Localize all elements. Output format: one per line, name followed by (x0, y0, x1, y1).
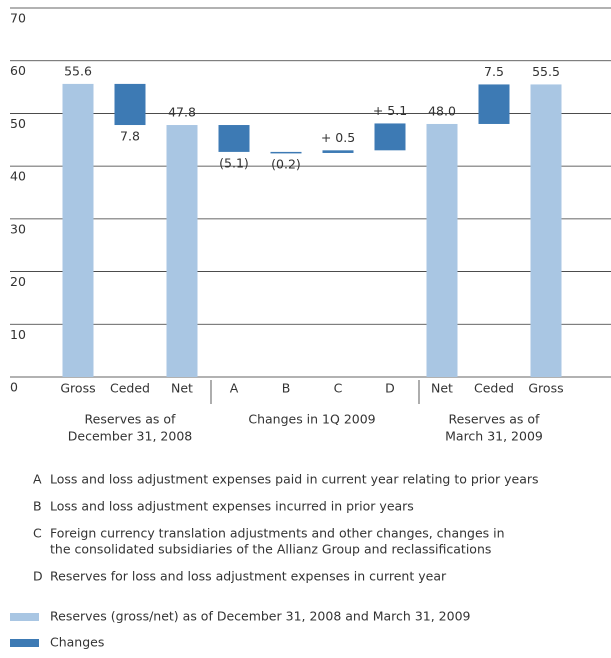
x-tick-label: A (230, 381, 239, 396)
note-text: Loss and loss adjustment expenses paid i… (50, 472, 539, 487)
x-tick-label: Gross (60, 381, 95, 396)
x-tick-label: Ceded (474, 381, 514, 396)
value-label: 55.5 (532, 64, 560, 79)
value-label: 7.5 (484, 64, 504, 79)
value-label: 47.8 (168, 105, 196, 120)
y-tick-label: 0 (10, 380, 18, 395)
value-label: + 5.1 (373, 103, 407, 118)
group-label: December 31, 2008 (68, 429, 193, 444)
x-tick-label: Ceded (110, 381, 150, 396)
note-text: the consolidated subsidiaries of the All… (50, 542, 491, 557)
value-label: 48.0 (428, 103, 456, 118)
bar (374, 123, 406, 151)
x-tick-label: Net (431, 381, 453, 396)
y-tick-label: 40 (10, 169, 26, 184)
x-tick-label: C (334, 381, 343, 396)
bar (426, 123, 458, 377)
note-key: D (33, 569, 43, 584)
y-tick-label: 60 (10, 63, 26, 78)
note-key: C (33, 526, 42, 541)
legend-swatch (10, 639, 39, 647)
value-label: 7.8 (120, 129, 140, 144)
legend-label: Reserves (gross/net) as of December 31, … (50, 609, 471, 624)
y-tick-label: 20 (10, 274, 26, 289)
y-tick-label: 70 (10, 11, 26, 26)
bar (166, 125, 198, 377)
group-label: March 31, 2009 (445, 429, 543, 444)
note-text: Foreign currency translation adjustments… (50, 526, 505, 541)
bar (530, 84, 562, 377)
x-tick-label: B (282, 381, 291, 396)
bar (322, 150, 354, 153)
bar (270, 151, 302, 154)
bar (218, 125, 250, 152)
value-label: (5.1) (219, 155, 249, 170)
bar (478, 84, 510, 124)
group-label: Reserves as of (449, 412, 541, 427)
value-label: 55.6 (64, 63, 92, 78)
value-label: + 0.5 (321, 130, 355, 145)
y-tick-label: 10 (10, 327, 26, 342)
note-key: B (33, 499, 42, 514)
group-label: Changes in 1Q 2009 (248, 412, 375, 427)
group-label: Reserves as of (85, 412, 177, 427)
note-text: Reserves for loss and loss adjustment ex… (50, 569, 447, 584)
value-label: (0.2) (271, 156, 301, 171)
note-text: Loss and loss adjustment expenses incurr… (50, 499, 414, 514)
bar (114, 83, 146, 126)
x-tick-label: Net (171, 381, 193, 396)
legend-swatch (10, 613, 39, 621)
note-key: A (33, 472, 42, 487)
legend-label: Changes (50, 635, 104, 650)
x-tick-label: D (385, 381, 395, 396)
x-tick-label: Gross (528, 381, 563, 396)
y-tick-label: 50 (10, 116, 26, 131)
bar (62, 83, 94, 377)
y-tick-label: 30 (10, 221, 26, 236)
